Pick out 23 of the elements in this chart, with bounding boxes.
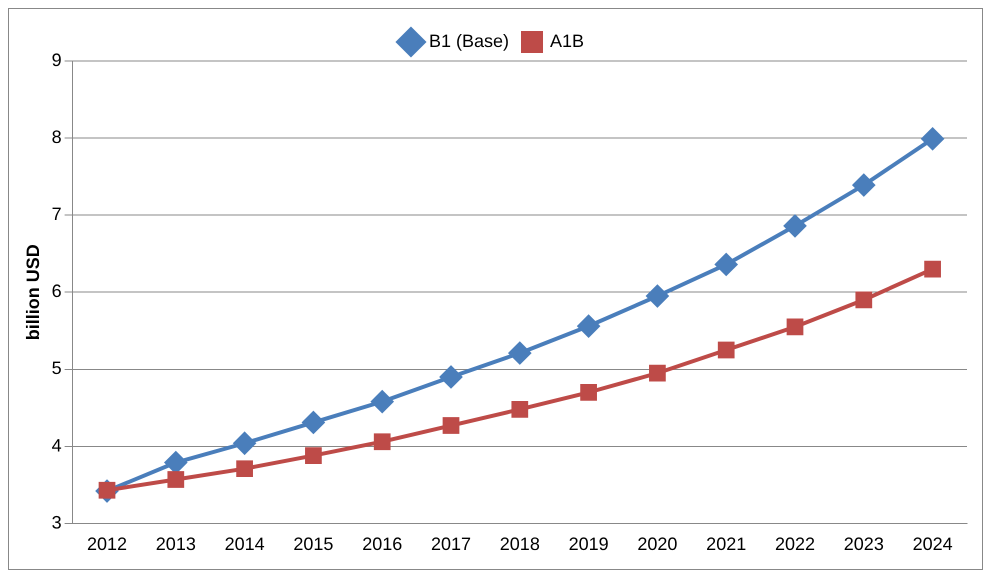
y-tick-label: 5	[52, 358, 62, 378]
y-axis-title: billion USD	[22, 244, 43, 340]
y-tick-label: 6	[52, 281, 62, 302]
legend-label: B1 (Base)	[428, 30, 510, 51]
x-tick-label: 2017	[430, 534, 472, 554]
x-tick-label: 2018	[500, 534, 540, 554]
y-tick-label: 4	[52, 435, 62, 456]
y-tick-label: 7	[52, 204, 62, 224]
x-tick-label: 2013	[156, 534, 196, 554]
y-tick-label: 8	[52, 127, 62, 148]
x-tick-label: 2024	[912, 534, 953, 554]
x-tick-label: 2016	[362, 534, 402, 554]
x-tick-label: 2023	[844, 534, 884, 554]
x-tick-label: 2015	[293, 534, 334, 554]
legend-label: A1B	[550, 30, 584, 51]
x-tick-label: 2021	[706, 534, 746, 554]
y-tick-label: 3	[52, 512, 62, 532]
x-tick-label: 2014	[224, 534, 265, 554]
y-tick-label: 9	[52, 50, 62, 70]
x-tick-label: 2020	[637, 534, 678, 554]
x-tick-label: 2012	[86, 534, 128, 554]
x-tick-label: 2019	[568, 534, 609, 554]
x-tick-label: 2022	[774, 534, 816, 554]
